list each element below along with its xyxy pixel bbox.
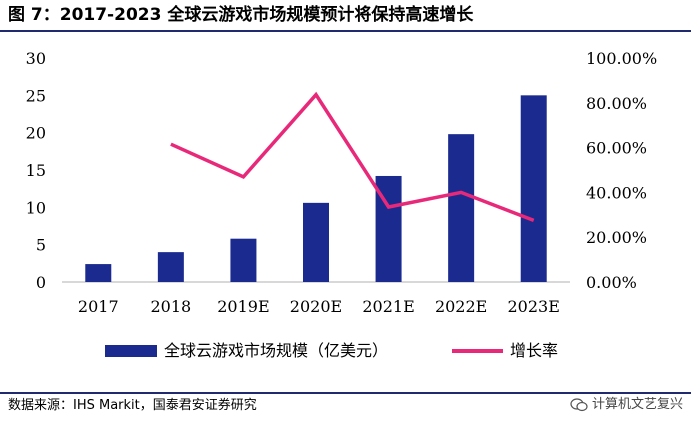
bar — [230, 238, 257, 282]
bar — [157, 252, 184, 282]
y-left-tick-label: 10 — [26, 198, 46, 217]
wechat-icon — [570, 398, 588, 412]
chart: 0 5 10 15 20 25 30 0.00% 20.00% 40.00% 60.00% 80.00… — [26, 49, 658, 360]
legend-bar-swatch — [105, 345, 157, 357]
growth-rate-line — [170, 91, 535, 223]
y-left-tick-label: 30 — [26, 49, 46, 68]
watermark-text: 计算机文艺复兴 — [591, 397, 683, 412]
bar — [85, 264, 112, 282]
source-note: 数据来源：IHS Markit，国泰君安证券研究 — [8, 398, 257, 413]
x-tick-label: 2020E — [290, 297, 342, 316]
y-left-tick-label: 0 — [36, 273, 46, 292]
legend-line-label: 增长率 — [510, 341, 558, 360]
y-right-tick-label: 20.00% — [586, 228, 647, 247]
bar — [448, 134, 475, 282]
y-left-tick-label: 5 — [36, 236, 46, 255]
y-left-tick-label: 20 — [26, 124, 46, 143]
title-rule — [0, 30, 691, 32]
y-left-tick-label: 25 — [26, 86, 46, 105]
bottom-rule — [0, 392, 691, 394]
y-right-tick-label: 40.00% — [586, 183, 647, 202]
x-tick-label: 2023E — [508, 297, 560, 316]
plot-area: 0 5 10 15 20 25 30 0.00% 20.00% 40.00% 60.00% 80.00… — [26, 49, 658, 316]
watermark: 计算机文艺复兴 — [570, 392, 683, 418]
y-right-tick-label: 0.00% — [586, 273, 637, 292]
x-tick-label: 2021E — [362, 297, 414, 316]
bar — [520, 95, 547, 282]
legend-bar-label: 全球云游戏市场规模（亿美元） — [164, 341, 388, 360]
x-tick-label: 2018 — [150, 297, 191, 316]
y-right-tick-label: 80.00% — [586, 94, 647, 113]
y-left-tick-label: 15 — [26, 161, 46, 180]
x-tick-label: 2017 — [78, 297, 119, 316]
bar — [303, 202, 329, 282]
chart-title: 图 7：2017-2023 全球云游戏市场规模预计将保持高速增长 — [8, 5, 474, 25]
x-tick-label: 2019E — [217, 297, 269, 316]
x-tick-label: 2022E — [435, 297, 487, 316]
y-right-tick-label: 60.00% — [586, 139, 647, 158]
y-right-tick-label: 100.00% — [586, 49, 657, 68]
legend: 全球云游戏市场规模（亿美元） 增长率 — [105, 341, 558, 360]
